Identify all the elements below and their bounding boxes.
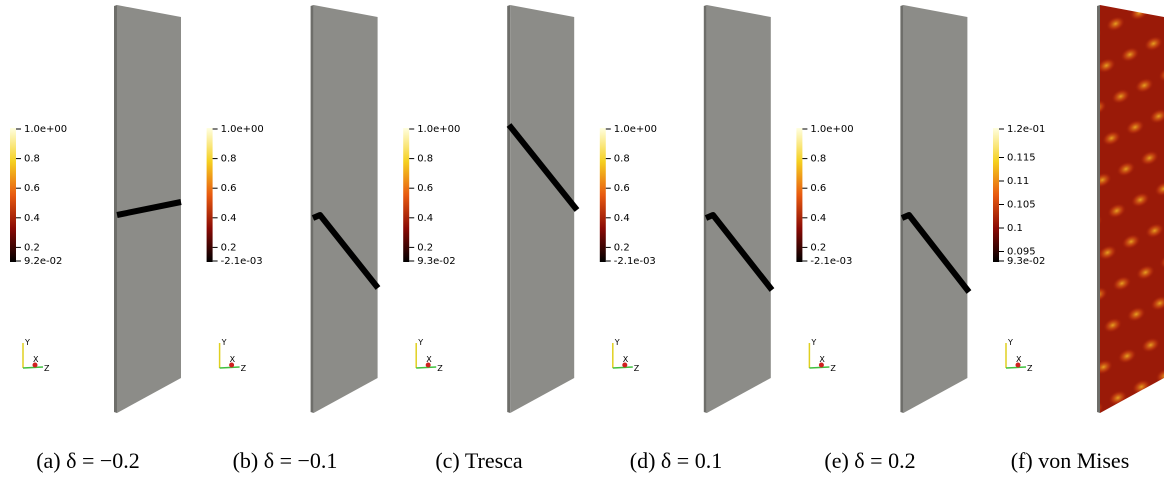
slab xyxy=(903,5,967,413)
panel: 1.0e+00 0.8 0.6 0.4 0.2 -2.1e-03 YXZ (e) δ = 0.… xyxy=(796,5,969,473)
slab xyxy=(510,5,574,413)
colorbar xyxy=(10,128,16,262)
slab-side xyxy=(114,5,117,413)
colorbar-tick-label: 1.0e+00 xyxy=(24,124,67,135)
colorbar xyxy=(796,128,802,262)
panel: 1.0e+00 0.8 0.6 0.4 0.2 -2.1e-03 YXZ (d) δ = 0.… xyxy=(600,5,772,473)
axis-label: X xyxy=(1016,355,1022,364)
colorbar-tick-label: 1.0e+00 xyxy=(614,124,657,135)
axis-label: X xyxy=(623,355,629,364)
colorbar-tick-label: 0.6 xyxy=(614,183,630,194)
colorbar-tick-label: 0.4 xyxy=(417,213,433,224)
colorbar-tick-label: 0.8 xyxy=(614,154,630,165)
slab-side xyxy=(900,5,903,413)
colorbar-tick-label: -2.1e-03 xyxy=(810,256,852,267)
axis-label: Z xyxy=(634,364,640,373)
caption: (b) δ = −0.1 xyxy=(233,448,338,473)
caption: (f) von Mises xyxy=(1011,448,1130,473)
colorbar-tick-label: 0.6 xyxy=(221,183,237,194)
figure: 1.0e+000.80.60.40.29.2e-02YXZ(a) δ = −0.… xyxy=(0,0,1175,477)
colorbar xyxy=(207,128,213,262)
colorbar-tick-label: 0.8 xyxy=(417,154,433,165)
colorbar-tick-label: 9.2e-02 xyxy=(24,256,62,267)
colorbar-tick-label: 0.2 xyxy=(24,242,40,253)
colorbar-tick-label: 0.11 xyxy=(1007,176,1029,187)
colorbar-tick-label: 0.4 xyxy=(810,213,826,224)
colorbar-tick-label: 0.105 xyxy=(1007,200,1036,211)
axis-label: Y xyxy=(221,338,227,347)
colorbar-tick-label: 0.115 xyxy=(1007,153,1036,164)
slab-side xyxy=(311,5,314,413)
slab-side xyxy=(507,5,510,413)
caption: (c) Tresca xyxy=(435,448,523,473)
axis-label: Z xyxy=(830,364,836,373)
colorbar-tick-label: 0.2 xyxy=(614,242,630,253)
colorbar-tick-label: 9.3e-02 xyxy=(417,256,455,267)
axis-label: Z xyxy=(44,364,50,373)
axis-z xyxy=(809,367,829,368)
axis-label: Y xyxy=(810,338,816,347)
slab xyxy=(707,5,771,413)
slab-side xyxy=(1097,5,1100,413)
axis-label: X xyxy=(33,355,39,364)
colorbar-tick-label: 1.0e+00 xyxy=(221,124,264,135)
axis-label: Y xyxy=(1007,338,1013,347)
colorbar-tick-label: 0.8 xyxy=(810,154,826,165)
colorbar-tick-label: 0.4 xyxy=(24,213,40,224)
colorbar-tick-label: -2.1e-03 xyxy=(614,256,656,267)
slab-side xyxy=(704,5,707,413)
axis-z xyxy=(220,367,240,368)
axis-label: X xyxy=(426,355,432,364)
slab xyxy=(314,5,378,413)
page: {"triad_labels": {"y": "Y", "x": "X", "z… xyxy=(0,0,1175,477)
axis-label: Y xyxy=(417,338,423,347)
colorbar-tick-label: 0.2 xyxy=(810,242,826,253)
colorbar-tick-label: 0.6 xyxy=(24,183,40,194)
axis-z xyxy=(23,367,43,368)
colorbar-tick-label: 0.4 xyxy=(221,213,237,224)
colorbar-tick-label: 0.8 xyxy=(221,154,237,165)
colorbar-tick-label: 0.1 xyxy=(1007,223,1023,234)
colorbar-tick-label: 0.6 xyxy=(810,183,826,194)
caption: (a) δ = −0.2 xyxy=(36,448,140,473)
caption: (e) δ = 0.2 xyxy=(824,448,915,473)
axis-label: Y xyxy=(614,338,620,347)
colorbar-tick-label: 1.0e+00 xyxy=(417,124,460,135)
colorbar-tick-label: -2.1e-03 xyxy=(221,256,263,267)
colorbar-tick-label: 9.3e-02 xyxy=(1007,256,1045,267)
slab xyxy=(1100,5,1164,413)
colorbar xyxy=(403,128,409,262)
colorbar-tick-label: 0.4 xyxy=(614,213,630,224)
axis-label: Z xyxy=(241,364,247,373)
axis-label: Z xyxy=(437,364,443,373)
caption: (d) δ = 0.1 xyxy=(630,448,722,473)
colorbar-tick-label: 0.2 xyxy=(221,242,237,253)
colorbar-tick-label: 1.0e+00 xyxy=(810,124,853,135)
colorbar xyxy=(600,128,606,262)
panel: 1.0e+00 0.8 0.6 0.4 0.2 -2.1e-03 YXZ (b) δ = −0… xyxy=(207,5,378,473)
axis-z xyxy=(1006,367,1026,368)
panel: 1.2e-010.1150.110.1050.10.0959.3e-02YXZ(… xyxy=(993,5,1164,473)
axis-label: Z xyxy=(1027,364,1033,373)
colorbar xyxy=(993,128,999,262)
axis-label: X xyxy=(819,355,825,364)
colorbar-tick-label: 0.2 xyxy=(417,242,433,253)
axis-label: X xyxy=(230,355,236,364)
axis-z xyxy=(613,367,633,368)
colorbar-tick-label: 0.6 xyxy=(417,183,433,194)
axis-label: Y xyxy=(24,338,30,347)
colorbar-tick-label: 1.2e-01 xyxy=(1007,124,1045,135)
panel: 1.0e+00 0.8 0.6 0.4 0.2 9.3e-02 YXZ (c) Tresca xyxy=(403,5,577,473)
panel: 1.0e+00 0.8 0.6 0.4 0.2 9.2e-02 YXZ (a) δ = −0.… xyxy=(10,5,181,473)
colorbar-tick-label: 0.8 xyxy=(24,154,40,165)
axis-z xyxy=(416,367,436,368)
